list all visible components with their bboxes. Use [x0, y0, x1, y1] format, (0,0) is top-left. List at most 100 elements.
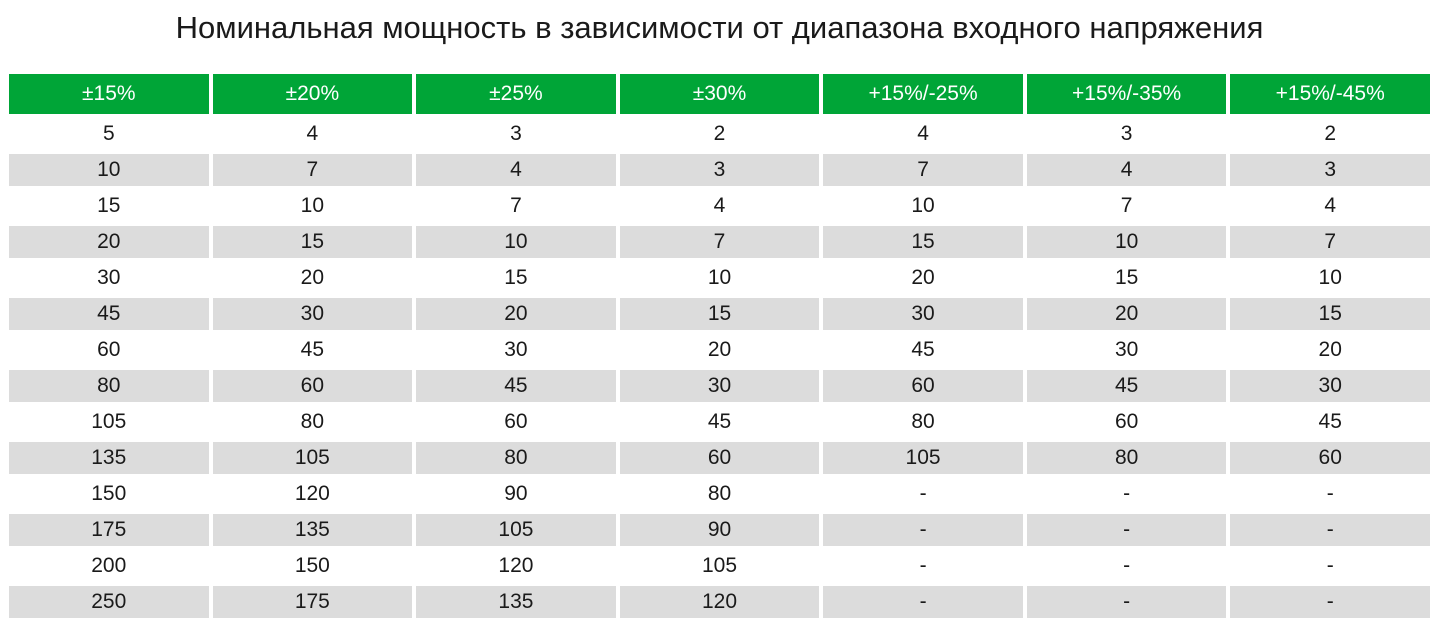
table-cell: 45 — [9, 298, 209, 330]
table-cell: 7 — [1230, 226, 1430, 258]
table-cell: 45 — [1318, 410, 1342, 433]
column-header: +15%/-35% — [1026, 74, 1227, 114]
table-cell: - — [823, 514, 1023, 546]
table-cell: 5 — [102, 122, 115, 145]
table-cell: 15 — [1114, 266, 1139, 289]
table-cell: 10 — [9, 154, 209, 186]
table-cell: 20 — [416, 298, 616, 330]
column-header: ±30% — [619, 74, 820, 114]
table-cell: 60 — [97, 338, 121, 361]
table-cell: 4 — [1026, 154, 1227, 186]
table-cell: 80 — [1026, 442, 1227, 474]
table-cell: - — [1230, 586, 1430, 618]
table-cell: 90 — [504, 482, 528, 505]
table-cell: 10 — [707, 266, 732, 289]
table-cell: 2 — [713, 122, 726, 145]
table-cell: 10 — [300, 194, 325, 217]
table-cell: 45 — [416, 370, 616, 402]
table-cell: 30 — [504, 338, 528, 361]
table-cell: 15 — [823, 226, 1023, 258]
table-cell: 60 — [1230, 442, 1430, 474]
table-cell: 90 — [619, 514, 820, 546]
table-cell: 3 — [510, 122, 522, 145]
table-cell: 15 — [619, 298, 820, 330]
table-cell: 3 — [1230, 154, 1430, 186]
table-cell: 60 — [1114, 410, 1139, 433]
table-cell: 10 — [416, 226, 616, 258]
table-cell: 45 — [707, 410, 732, 433]
table-cell: 105 — [823, 442, 1023, 474]
table-cell: 60 — [504, 410, 528, 433]
table-cell: 135 — [416, 586, 616, 618]
table-cell: 7 — [1120, 194, 1133, 217]
table-cell: 30 — [619, 370, 820, 402]
table-cell: 7 — [619, 226, 820, 258]
power-table: ±15% ±20% ±25% ±30% +15%/-25% +15%/-35% +15%/-… — [9, 74, 1430, 618]
table-cell: 135 — [9, 442, 209, 474]
table-cell: 120 — [619, 586, 820, 618]
table-cell: 3 — [619, 154, 820, 186]
table-cell: 60 — [823, 370, 1023, 402]
table-cell: 60 — [212, 370, 413, 402]
column-header: +15%/-45% — [1230, 74, 1430, 114]
table-cell: 30 — [1114, 338, 1139, 361]
table-cell: 150 — [294, 554, 330, 577]
table-cell: 10 — [1318, 266, 1342, 289]
table-cell: - — [1026, 586, 1227, 618]
table-cell: 120 — [498, 554, 534, 577]
table-cell: 20 — [707, 338, 732, 361]
table-cell: 175 — [9, 514, 209, 546]
table-cell: - — [1326, 482, 1334, 505]
table-cell: - — [823, 586, 1023, 618]
table-cell: - — [1123, 554, 1131, 577]
table-cell: 20 — [911, 266, 935, 289]
column-header: ±25% — [416, 74, 616, 114]
table-cell: 60 — [619, 442, 820, 474]
table-cell: 200 — [91, 554, 127, 577]
table-cell: - — [1026, 514, 1227, 546]
table-cell: 15 — [212, 226, 413, 258]
table-cell: 120 — [294, 482, 330, 505]
table-cell: 250 — [9, 586, 209, 618]
table-cell: 2 — [1324, 122, 1337, 145]
table-cell: - — [919, 554, 927, 577]
table-cell: 45 — [911, 338, 935, 361]
table-cell: 20 — [9, 226, 209, 258]
column-header: +15%/-25% — [823, 74, 1023, 114]
table-cell: 105 — [701, 554, 738, 577]
table-cell: 80 — [707, 482, 732, 505]
table-cell: 80 — [9, 370, 209, 402]
table-cell: - — [1230, 514, 1430, 546]
table-cell: 20 — [1318, 338, 1342, 361]
table-cell: 150 — [91, 482, 127, 505]
table-cell: 20 — [1026, 298, 1227, 330]
table-cell: 135 — [212, 514, 413, 546]
table-cell: 7 — [212, 154, 413, 186]
table-cell: 15 — [504, 266, 528, 289]
table-cell: 10 — [911, 194, 935, 217]
table-cell: 105 — [212, 442, 413, 474]
table-cell: 175 — [212, 586, 413, 618]
table-cell: 4 — [1324, 194, 1337, 217]
table-cell: 30 — [97, 266, 121, 289]
table-cell: 7 — [510, 194, 522, 217]
table-cell: - — [1123, 482, 1131, 505]
page-title: Номинальная мощность в зависимости от ди… — [175, 10, 1264, 45]
table-cell: 7 — [823, 154, 1023, 186]
table-cell: 4 — [917, 122, 929, 145]
table-cell: 4 — [306, 122, 319, 145]
table-cell: 80 — [911, 410, 935, 433]
table-cell: 15 — [1230, 298, 1430, 330]
table-cell: 45 — [1026, 370, 1227, 402]
table-cell: 4 — [416, 154, 616, 186]
table-cell: 4 — [713, 194, 726, 217]
table-cell: - — [1326, 554, 1334, 577]
table-cell: 20 — [300, 266, 325, 289]
table-cell: 80 — [300, 410, 325, 433]
table-cell: 45 — [300, 338, 325, 361]
column-header: ±15% — [9, 74, 209, 114]
table-cell: 10 — [1026, 226, 1227, 258]
table-cell: 30 — [1230, 370, 1430, 402]
table-cell: 15 — [97, 194, 121, 217]
table-cell: 105 — [416, 514, 616, 546]
